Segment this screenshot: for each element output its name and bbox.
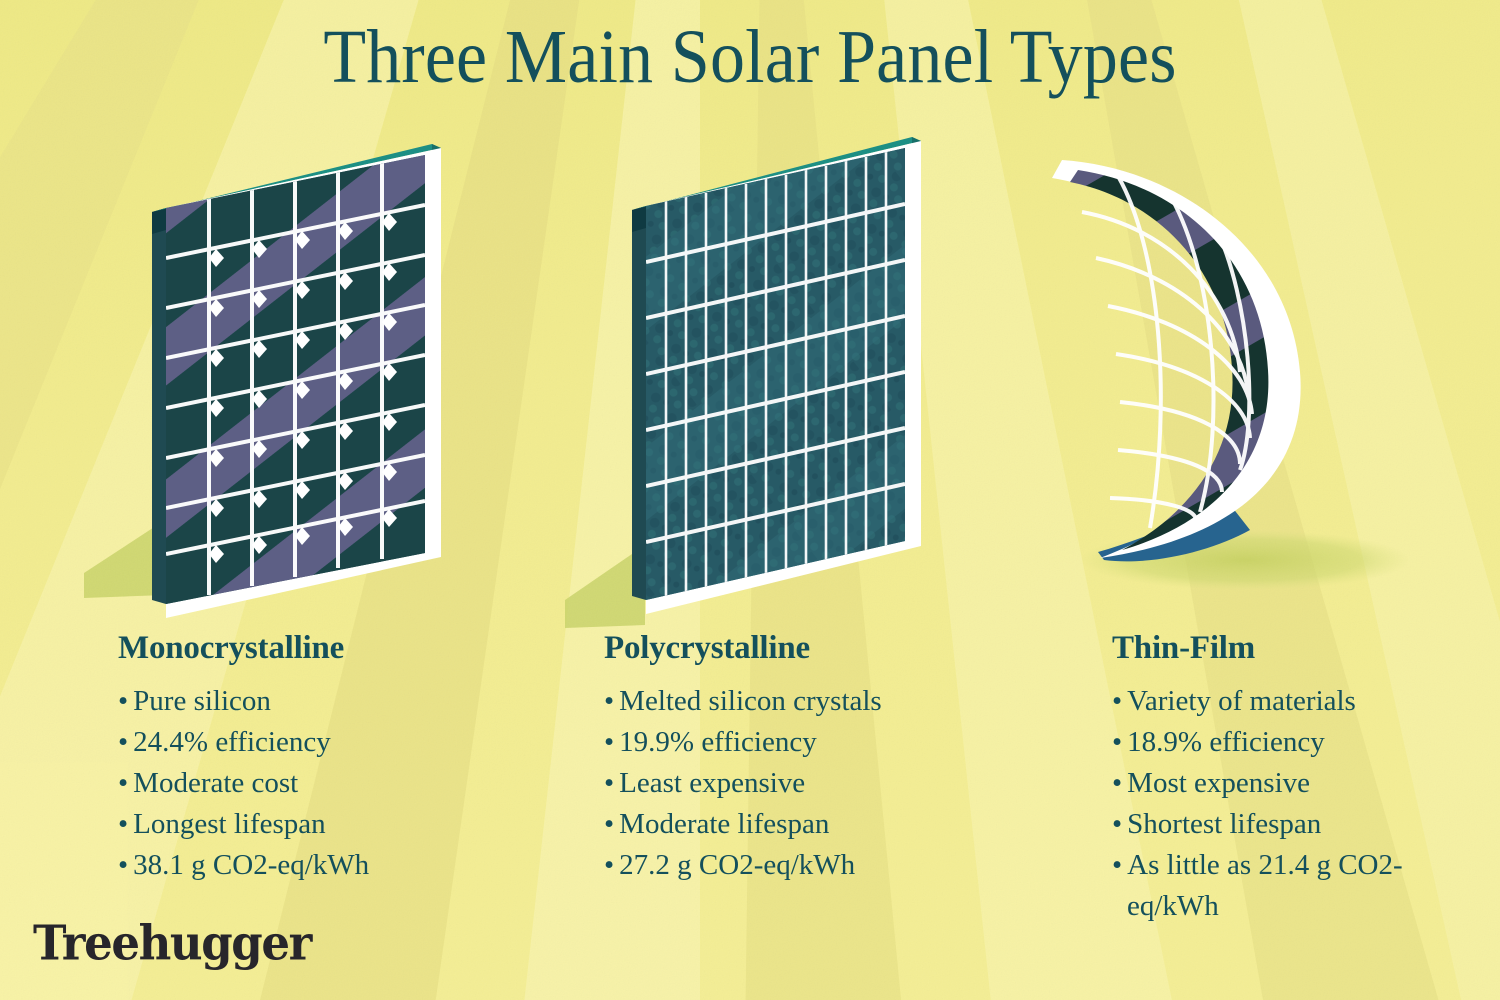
list-item: •Shortest lifespan (1112, 804, 1442, 845)
list-item: •Pure silicon (118, 681, 518, 722)
bullet-text: Variety of materials (1127, 685, 1356, 717)
bullet-icon: • (1112, 808, 1128, 840)
bullet-text: Least expensive (619, 767, 806, 799)
column-thin-film: Thin-Film •Variety of materials •18.9% e… (1112, 630, 1442, 927)
bullet-icon: • (604, 726, 620, 758)
heading-monocrystalline: Monocrystalline (118, 630, 345, 666)
bullet-icon: • (1112, 726, 1128, 758)
bullet-text: Most expensive (1127, 767, 1310, 799)
bullet-text: 19.9% efficiency (619, 726, 817, 758)
bullet-icon: • (118, 849, 134, 881)
bullet-text: Longest lifespan (133, 808, 326, 840)
bullet-icon: • (118, 685, 134, 717)
bullet-icon: • (604, 685, 620, 717)
list-item: •Longest lifespan (118, 804, 518, 845)
bullet-text: Moderate lifespan (619, 808, 830, 840)
bullet-icon: • (1112, 685, 1128, 717)
heading-thin-film: Thin-Film (1112, 630, 1256, 666)
bullet-list-polycrystalline: •Melted silicon crystals •19.9% efficien… (604, 681, 1024, 886)
list-item: •38.1 g CO2-eq/kWh (118, 845, 518, 886)
list-item: •Melted silicon crystals (604, 681, 1024, 722)
bullet-icon: • (604, 767, 620, 799)
list-item: •27.2 g CO2-eq/kWh (604, 845, 1024, 886)
bullet-icon: • (604, 849, 620, 881)
bullet-text: 38.1 g CO2-eq/kWh (133, 849, 370, 881)
bullet-icon: • (118, 808, 134, 840)
list-item: •Least expensive (604, 763, 1024, 804)
list-item: •Most expensive (1112, 763, 1442, 804)
list-item: •Variety of materials (1112, 681, 1442, 722)
bullet-icon: • (118, 767, 134, 799)
treehugger-logo: Treehugger (33, 915, 312, 972)
bullet-list-thin-film: •Variety of materials •18.9% efficiency … (1112, 681, 1442, 927)
heading-polycrystalline: Polycrystalline (604, 630, 810, 666)
bullet-text: 27.2 g CO2-eq/kWh (619, 849, 856, 881)
bullet-icon: • (1112, 767, 1128, 799)
bullet-text: As little as 21.4 g CO2-eq/kWh (1127, 849, 1403, 922)
list-item: •As little as 21.4 g CO2-eq/kWh (1112, 845, 1442, 927)
bullet-icon: • (1112, 849, 1128, 881)
list-item: •24.4% efficiency (118, 722, 518, 763)
panel-type-columns: Monocrystalline •Pure silicon •24.4% eff… (0, 630, 1500, 960)
bullet-text: Pure silicon (133, 685, 271, 717)
polycrystalline-panel-illustration (632, 137, 921, 614)
list-item: •19.9% efficiency (604, 722, 1024, 763)
bullet-text: Shortest lifespan (1127, 808, 1322, 840)
bullet-text: 18.9% efficiency (1127, 726, 1325, 758)
page-title: Three Main Solar Panel Types (323, 15, 1177, 99)
column-polycrystalline: Polycrystalline •Melted silicon crystals… (604, 630, 1024, 886)
monocrystalline-panel-illustration (152, 144, 441, 618)
bullet-text: Melted silicon crystals (619, 685, 882, 717)
column-monocrystalline: Monocrystalline •Pure silicon •24.4% eff… (118, 630, 518, 886)
bullet-icon: • (604, 808, 620, 840)
list-item: •Moderate cost (118, 763, 518, 804)
bullet-list-monocrystalline: •Pure silicon •24.4% efficiency •Moderat… (118, 681, 518, 886)
thin-film-panel-illustration (1052, 160, 1301, 562)
bullet-text: 24.4% efficiency (133, 726, 331, 758)
list-item: •18.9% efficiency (1112, 722, 1442, 763)
bullet-icon: • (118, 726, 134, 758)
bullet-text: Moderate cost (133, 767, 299, 799)
list-item: •Moderate lifespan (604, 804, 1024, 845)
